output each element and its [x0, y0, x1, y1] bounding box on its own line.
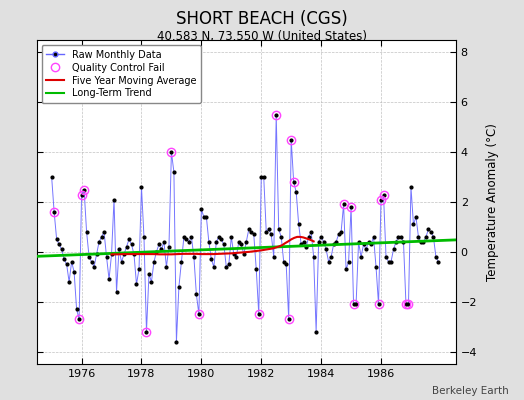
Text: SHORT BEACH (CGS): SHORT BEACH (CGS) [176, 10, 348, 28]
Legend: Raw Monthly Data, Quality Control Fail, Five Year Moving Average, Long-Term Tren: Raw Monthly Data, Quality Control Fail, … [41, 45, 201, 103]
Text: 40.583 N, 73.550 W (United States): 40.583 N, 73.550 W (United States) [157, 30, 367, 43]
Text: Berkeley Earth: Berkeley Earth [432, 386, 508, 396]
Y-axis label: Temperature Anomaly (°C): Temperature Anomaly (°C) [486, 123, 498, 281]
